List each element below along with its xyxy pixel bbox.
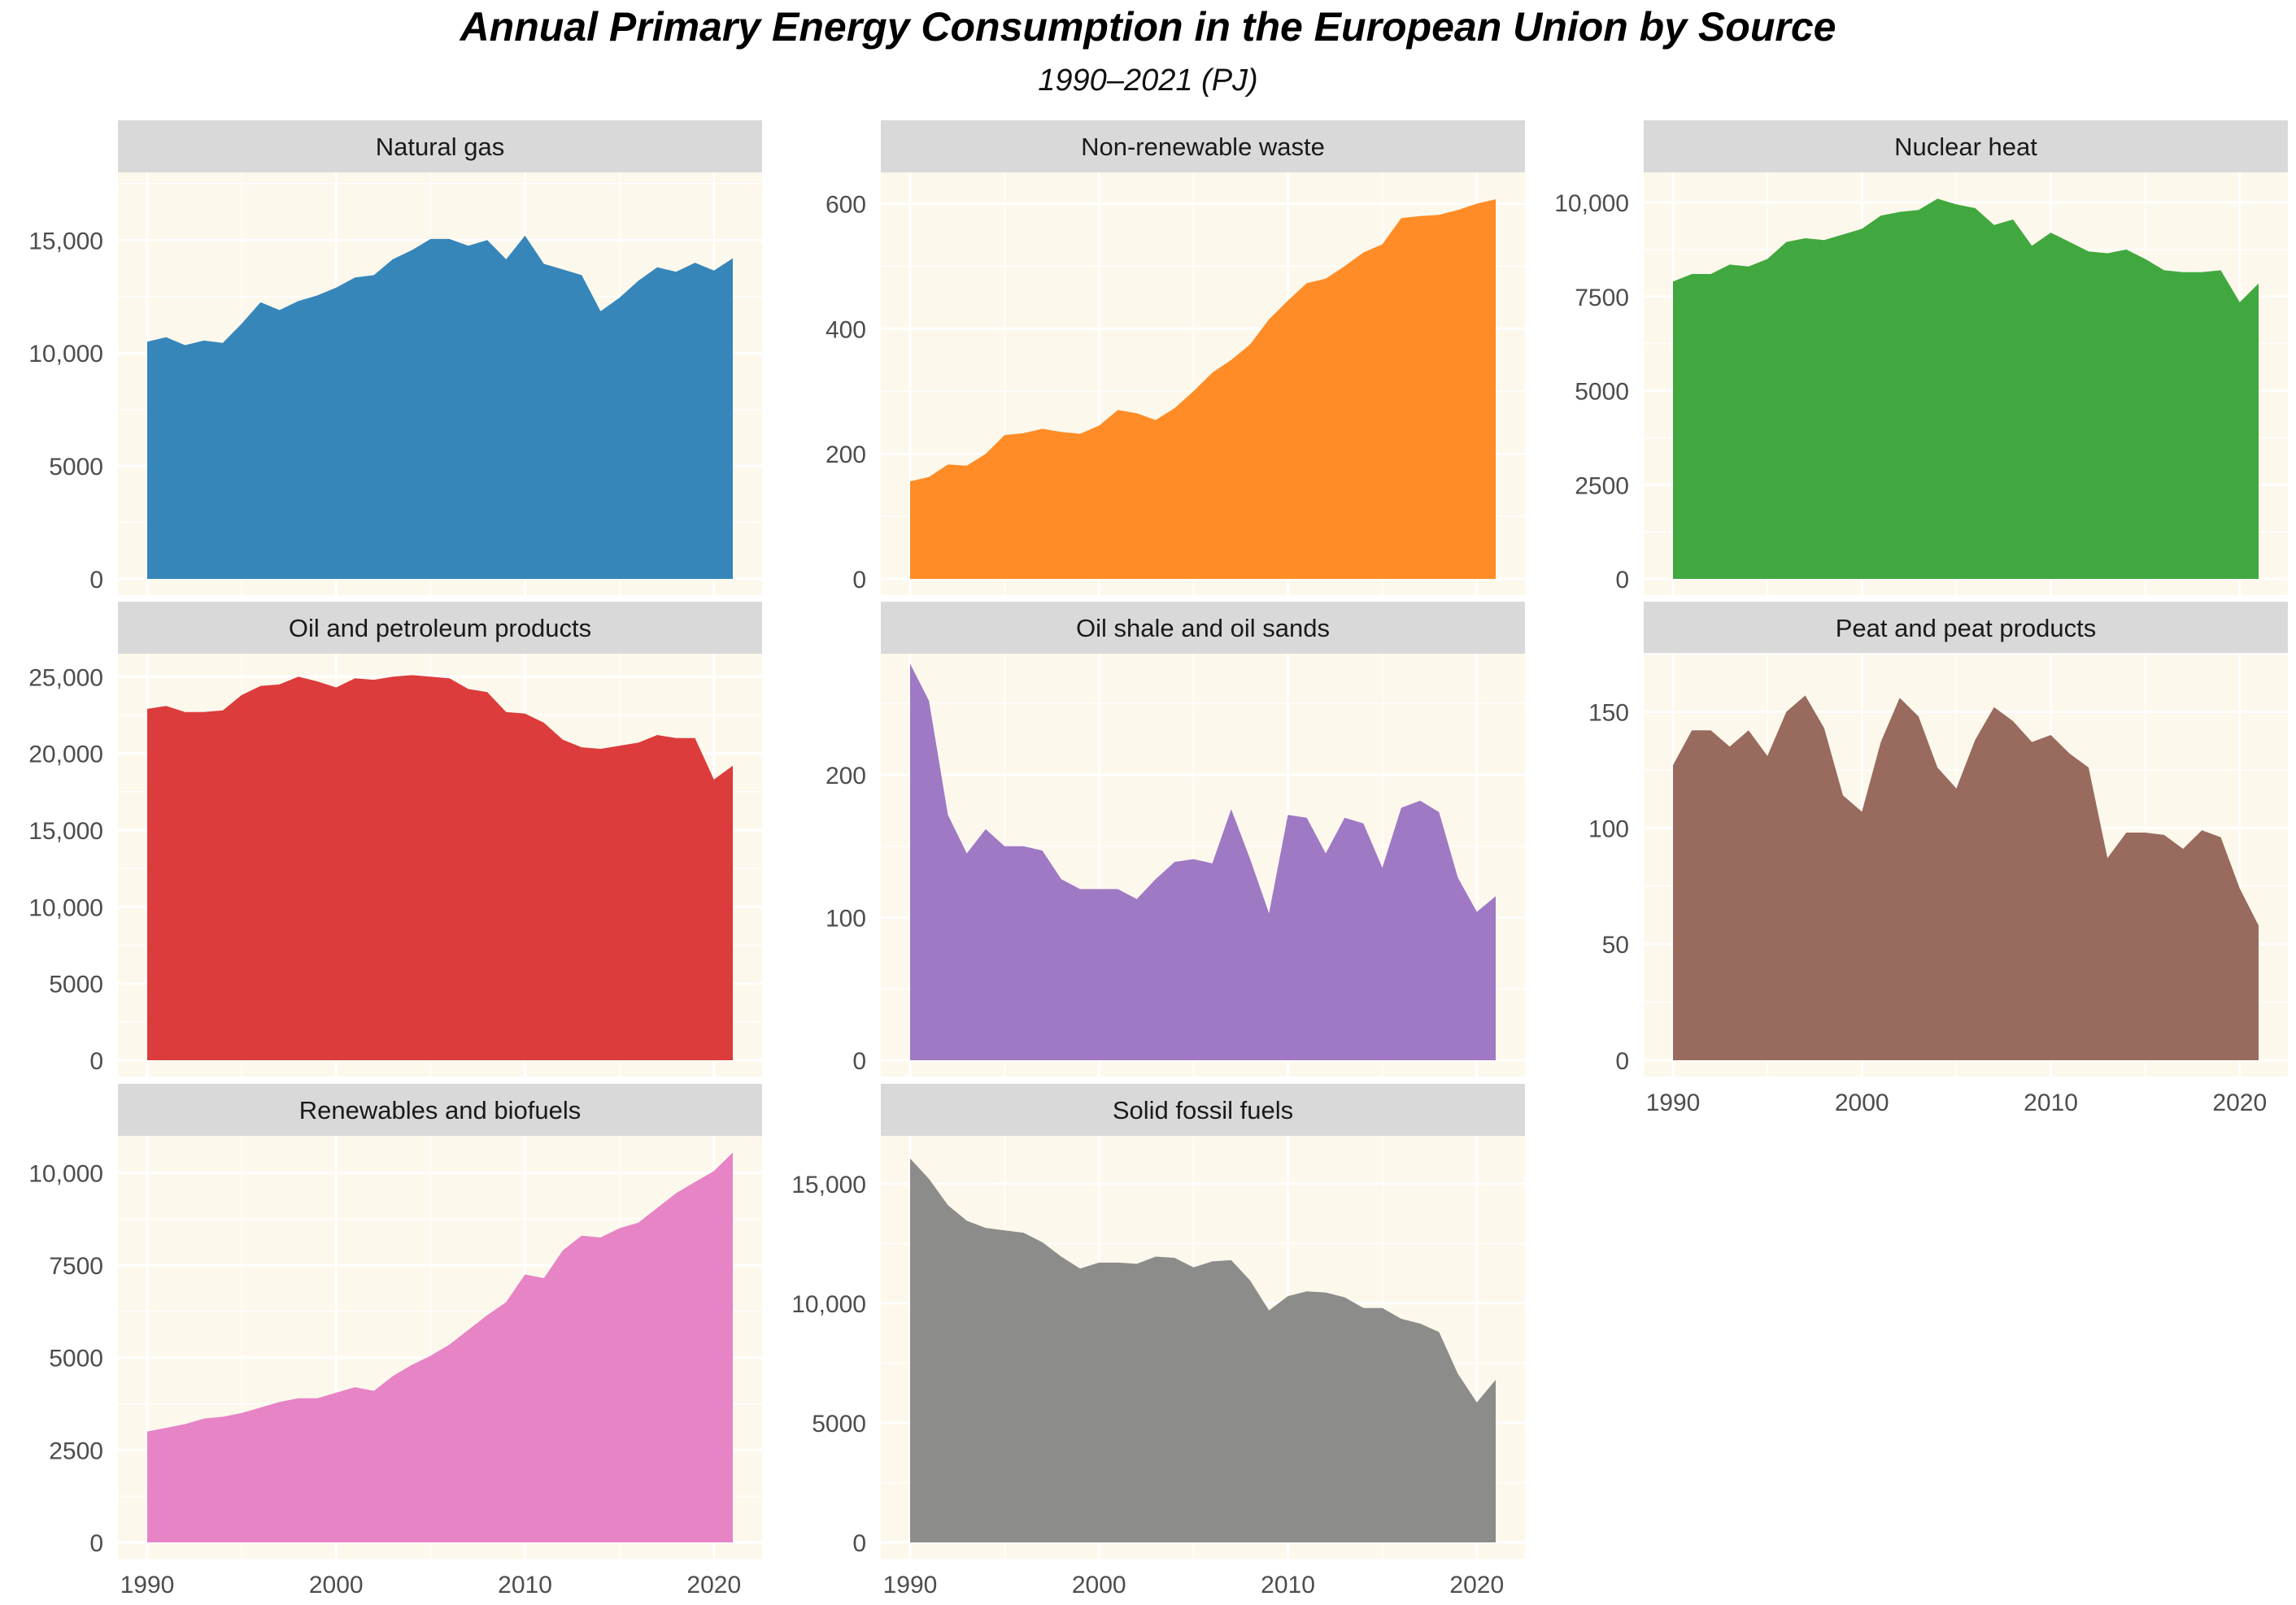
facet-title: Peat and peat products: [1836, 614, 2097, 642]
facet-strip: [881, 602, 1525, 654]
chart-subtitle: 1990–2021 (PJ): [1038, 63, 1258, 98]
x-tick-label: 2020: [686, 1572, 741, 1598]
y-tick-label: 0: [852, 1048, 866, 1075]
facet-nuclear-heat: Nuclear heat 0 2500 5000 7500 10,000: [1554, 120, 2288, 595]
facet-title: Solid fossil fuels: [1113, 1096, 1293, 1124]
x-tick-label: 2010: [2024, 1090, 2078, 1116]
y-tick-label: 0: [852, 1530, 866, 1557]
area-series: [910, 1158, 1496, 1542]
y-tick-label: 15,000: [791, 1172, 866, 1198]
y-tick-label: 10,000: [28, 341, 103, 368]
area-series: [147, 675, 733, 1060]
y-tick-label: 10,000: [1554, 190, 1629, 217]
y-tick-label: 200: [826, 763, 866, 789]
y-tick-label: 50: [1602, 932, 1629, 959]
y-tick-label: 20,000: [28, 742, 103, 768]
area-series: [910, 199, 1496, 579]
facet-renewables-and-biofuels: Renewables and biofuels 0 2500 5000 7500 10,0…: [28, 1084, 762, 1598]
facet-natural-gas: Natural gas 0 5000 10,000 15,000: [28, 120, 762, 595]
y-tick-label: 25,000: [28, 664, 103, 691]
x-tick-label: 2010: [1261, 1572, 1315, 1598]
y-tick-label: 10,000: [791, 1291, 866, 1318]
facet-solid-fossil-fuels: Solid fossil fuels 0 5000 10,000 15,000 1990 2…: [791, 1084, 1525, 1598]
area-series: [910, 663, 1496, 1060]
x-tick-label: 2000: [309, 1572, 364, 1598]
facet-title: Oil and petroleum products: [289, 614, 591, 642]
y-tick-label: 5000: [812, 1411, 866, 1438]
y-tick-label: 0: [1615, 567, 1629, 594]
area-series: [1673, 198, 2259, 579]
facet-strip: [118, 1084, 762, 1136]
x-tick-label: 1990: [1646, 1090, 1701, 1116]
y-tick-label: 100: [1588, 816, 1629, 842]
y-tick-label: 7500: [49, 1253, 103, 1280]
x-tick-label: 2000: [1835, 1090, 1889, 1116]
area-series: [1673, 695, 2259, 1060]
x-tick-label: 2010: [498, 1572, 552, 1598]
y-tick-label: 0: [89, 567, 103, 594]
x-tick-label: 2020: [2212, 1090, 2267, 1116]
chart-title: Annual Primary Energy Consumption in the…: [460, 4, 1836, 50]
facet-title: Renewables and biofuels: [299, 1096, 581, 1124]
facet-title: Nuclear heat: [1894, 133, 2037, 161]
y-tick-label: 10,000: [28, 894, 103, 921]
y-tick-label: 200: [826, 441, 866, 468]
facet-oil-shale-and-oil-sands: Oil shale and oil sands 0 100 200: [826, 602, 1525, 1077]
facet-title: Oil shale and oil sands: [1076, 614, 1330, 642]
facet-strip: [118, 602, 762, 654]
facet-strip: [1644, 120, 2288, 172]
y-tick-label: 15,000: [28, 818, 103, 845]
y-tick-label: 7500: [1575, 285, 1629, 311]
x-tick-label: 1990: [120, 1572, 175, 1598]
y-tick-label: 400: [826, 316, 866, 343]
facet-peat-and-peat-products: Peat and peat products 0 50 100 150 1990 2000 2…: [1588, 602, 2288, 1116]
area-series: [147, 235, 733, 579]
y-tick-label: 5000: [49, 454, 103, 481]
area-series: [147, 1152, 733, 1542]
y-tick-label: 10,000: [28, 1160, 103, 1187]
x-tick-label: 2020: [1449, 1572, 1504, 1598]
facet-strip: [118, 120, 762, 172]
y-tick-label: 2500: [49, 1438, 103, 1464]
y-tick-label: 5000: [49, 1346, 103, 1372]
x-tick-label: 2000: [1072, 1572, 1126, 1598]
y-tick-label: 150: [1588, 699, 1629, 726]
facet-title: Natural gas: [376, 133, 505, 161]
y-tick-label: 0: [89, 1530, 103, 1557]
y-tick-label: 0: [852, 567, 866, 594]
y-tick-label: 0: [1615, 1048, 1629, 1075]
y-tick-label: 2500: [1575, 472, 1629, 499]
y-tick-label: 0: [89, 1048, 103, 1075]
facet-strip: [881, 120, 1525, 172]
y-tick-label: 15,000: [28, 228, 103, 254]
facet-oil-and-petroleum-products: Oil and petroleum products 0 5000 10,000 15,…: [28, 602, 762, 1077]
facet-strip: [1644, 602, 2288, 654]
y-tick-label: 5000: [1575, 379, 1629, 406]
facet-strip: [881, 1084, 1525, 1136]
x-tick-label: 1990: [883, 1572, 938, 1598]
y-tick-label: 5000: [49, 972, 103, 998]
facet-title: Non-renewable waste: [1081, 133, 1325, 161]
y-tick-label: 100: [826, 906, 866, 933]
y-tick-label: 600: [826, 191, 866, 218]
facet-non-renewable-waste: Non-renewable waste 0 200 400 600: [826, 120, 1525, 595]
